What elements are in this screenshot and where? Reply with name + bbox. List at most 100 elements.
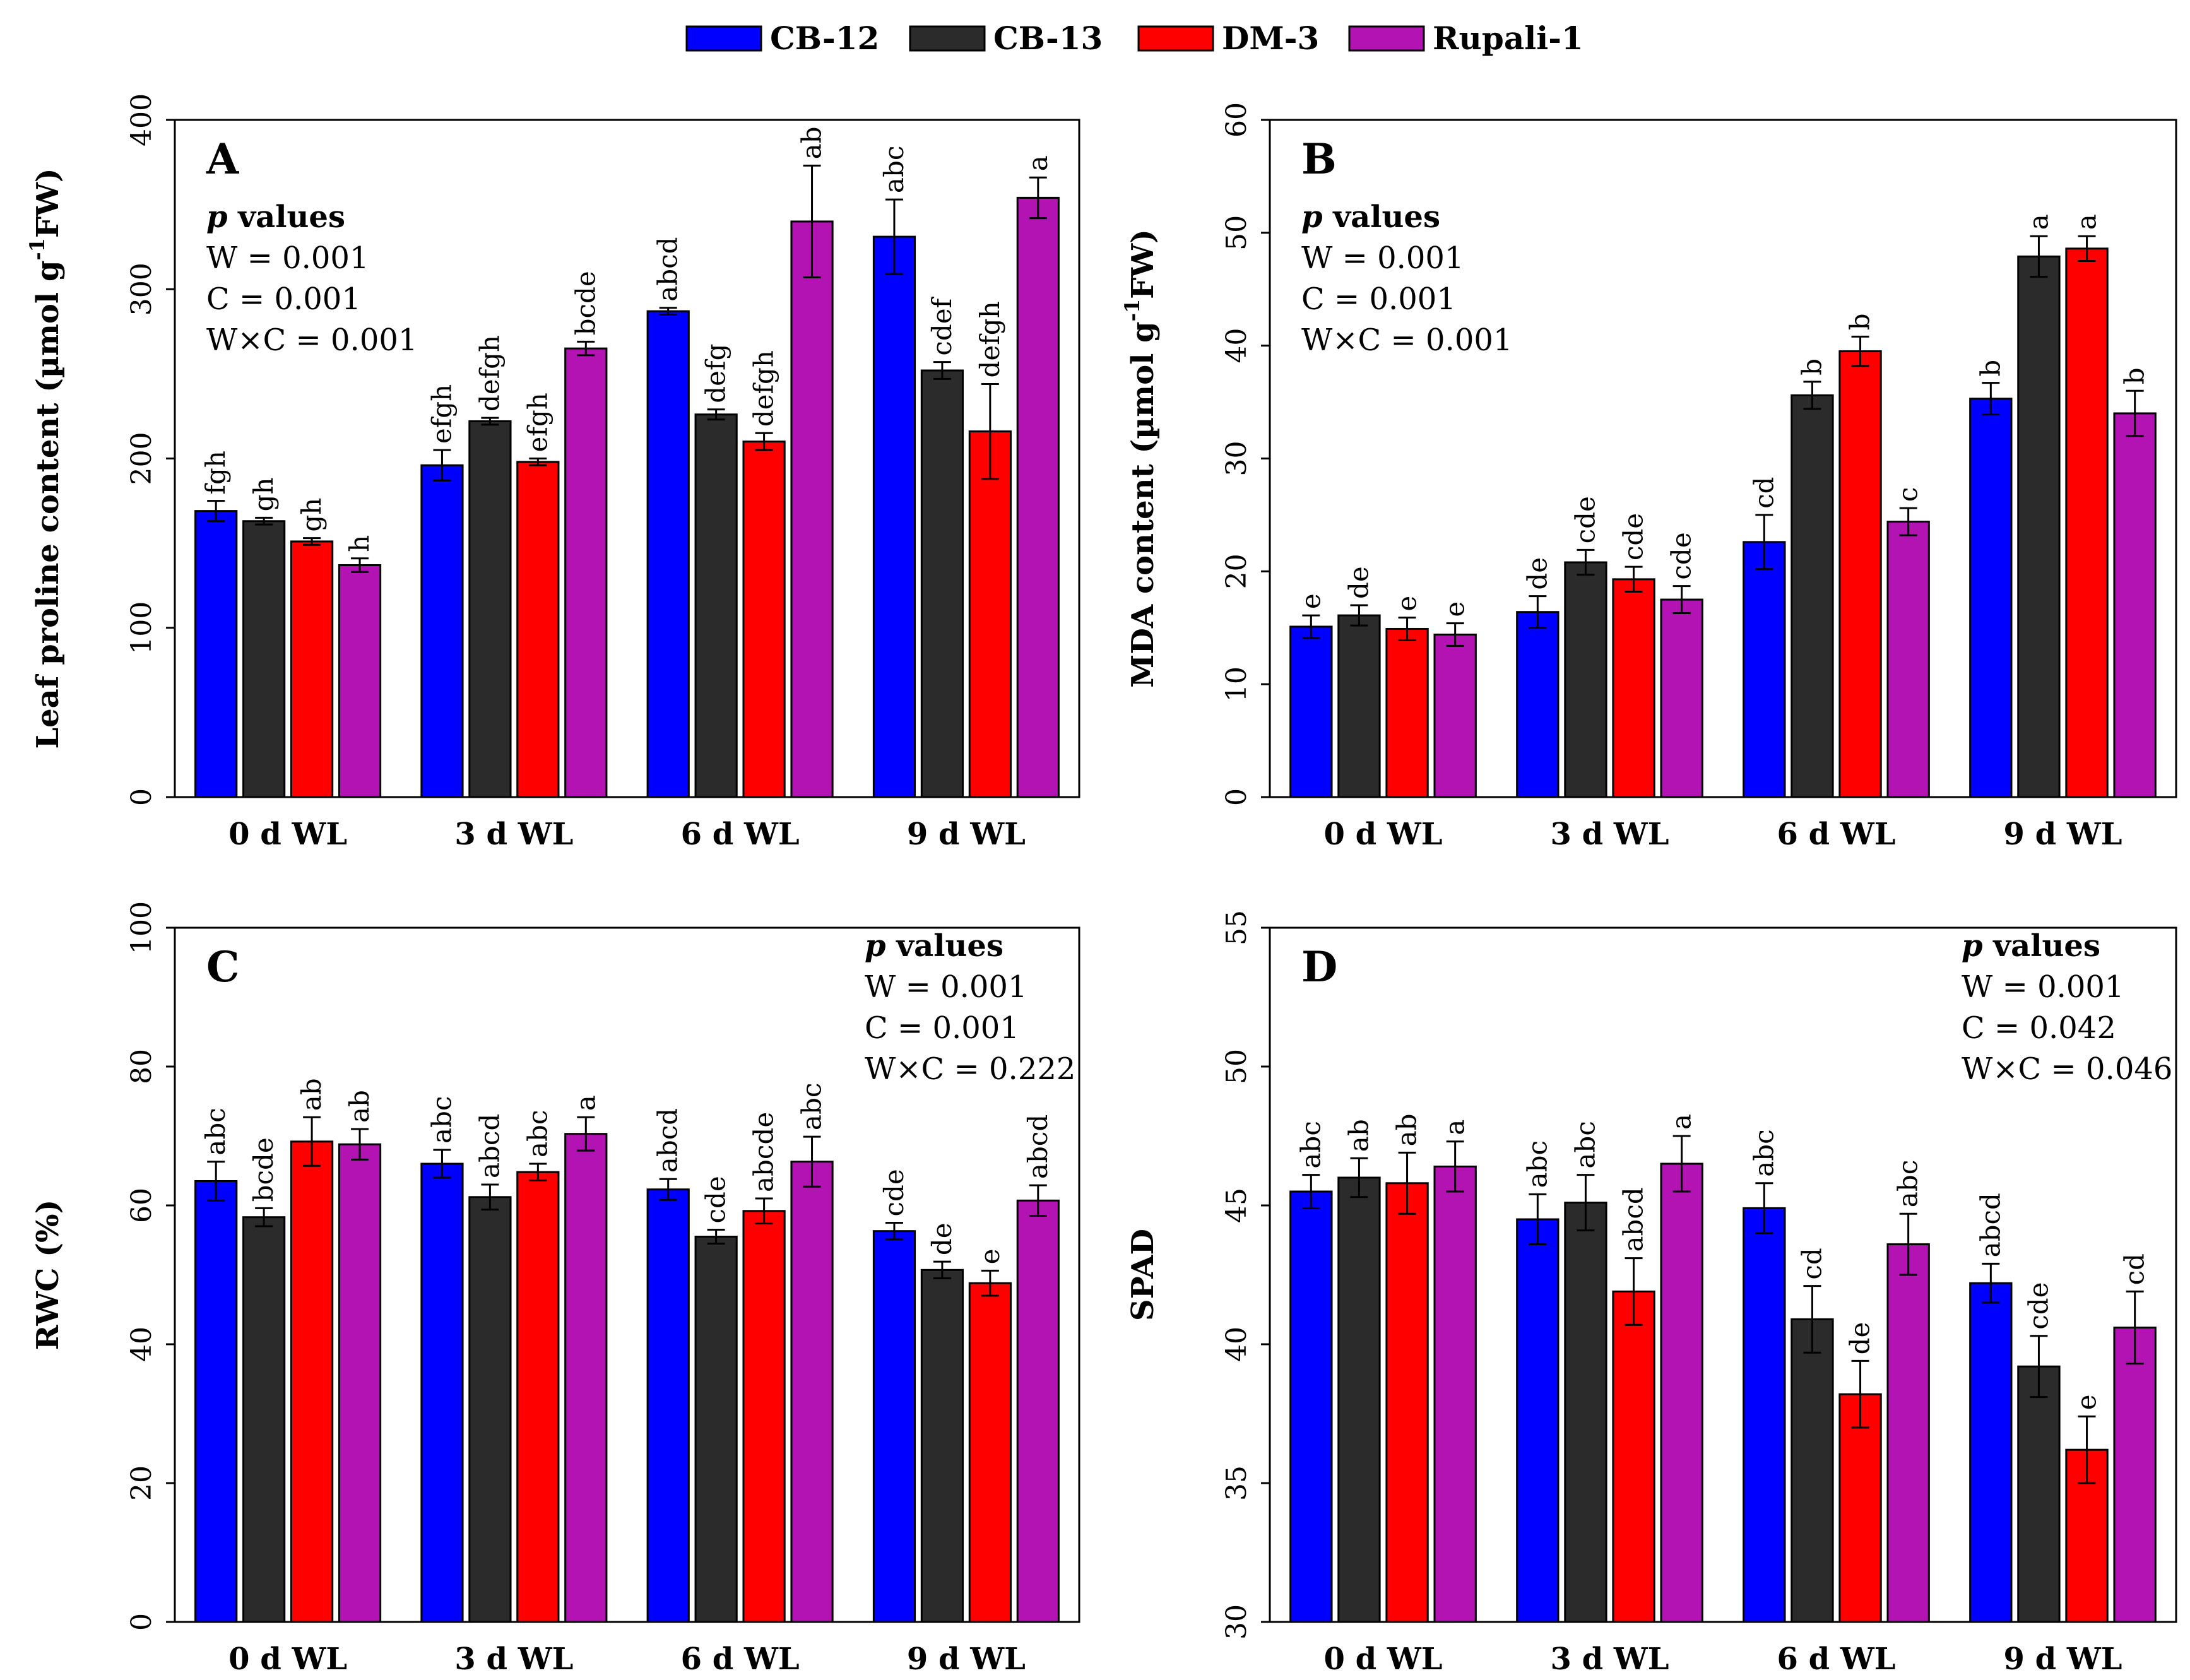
y-axis-title-main: RWC (%) [30, 1200, 66, 1351]
p-italic: p [1962, 928, 1983, 964]
bar [1743, 1207, 1786, 1623]
p-value-line: W = 0.001 [206, 240, 369, 276]
p-italic: p [1301, 199, 1323, 235]
legend-label: DM-3 [1222, 20, 1319, 57]
y-tick-label: 80 [126, 1049, 158, 1084]
significance-letter: cd [1796, 1248, 1827, 1279]
p-value-line: W = 0.001 [865, 969, 1027, 1005]
p-value-line: C = 0.001 [1301, 281, 1456, 317]
legend-label: Rupali-1 [1433, 20, 1583, 57]
bar [1838, 350, 1882, 798]
significance-letter: cde [2023, 1282, 2054, 1330]
bar [1016, 1199, 1060, 1623]
bar [290, 540, 334, 798]
y-tick-label: 30 [1221, 1604, 1253, 1640]
bar [420, 1162, 464, 1623]
panel-letter: C [206, 942, 240, 991]
significance-letter: defgh [749, 350, 779, 427]
bar [694, 1236, 738, 1623]
significance-letter: abc [796, 1083, 827, 1130]
significance-letter: h [344, 535, 375, 552]
significance-letter: cd [2119, 1253, 2150, 1285]
bar [1337, 614, 1381, 798]
y-tick-label: 100 [126, 901, 158, 954]
bar [1337, 1176, 1381, 1623]
bar [1289, 1190, 1333, 1623]
significance-letter: c [1893, 487, 1924, 502]
y-tick-label: 20 [126, 1465, 158, 1501]
bar [1743, 541, 1786, 798]
significance-letter: b [1845, 313, 1876, 330]
p-values-word: values [886, 928, 1003, 964]
bar [468, 420, 512, 798]
significance-letter: abcd [653, 237, 684, 301]
legend-swatch [1348, 25, 1425, 52]
p-value-line: W×C = 0.222 [865, 1051, 1075, 1087]
significance-letter: cde [879, 1169, 909, 1216]
significance-letter: abcd [1618, 1187, 1649, 1251]
bar [338, 1143, 382, 1623]
significance-letter: gh [248, 477, 279, 511]
y-tick-label: 60 [1221, 102, 1253, 138]
bar [920, 1269, 964, 1623]
significance-letter: bcde [248, 1137, 279, 1202]
significance-letter: b [1796, 358, 1827, 376]
significance-letter: efgh [426, 384, 457, 444]
legend-swatch [909, 25, 986, 52]
bar [968, 430, 1012, 798]
x-category-label: 6 d WL [1777, 1642, 1895, 1677]
x-category-label: 6 d WL [681, 1642, 800, 1677]
p-values-heading: p values [1301, 199, 1440, 235]
y-tick-label: 0 [1221, 788, 1253, 806]
y-tick-label: 400 [126, 93, 158, 146]
p-values-word: values [228, 199, 345, 235]
y-tick-label: 50 [1221, 215, 1253, 251]
significance-letter: abcd [653, 1108, 684, 1173]
significance-letter: defgh [474, 335, 505, 411]
significance-letter: a [570, 1095, 601, 1111]
p-values-heading: p values [206, 199, 345, 235]
significance-letter: abc [1748, 1129, 1779, 1176]
y-tick-label: 45 [1221, 1188, 1253, 1223]
legend-item: DM-3 [1137, 20, 1319, 57]
x-category-label: 0 d WL [1323, 1642, 1442, 1677]
bar [1564, 1202, 1607, 1623]
p-value-line: W×C = 0.001 [206, 322, 417, 358]
x-category-label: 3 d WL [454, 1642, 573, 1677]
p-value-line: C = 0.001 [865, 1010, 1019, 1046]
x-category-label: 3 d WL [1550, 817, 1669, 852]
significance-letter: abcd [1022, 1115, 1053, 1179]
bar [2065, 247, 2109, 798]
x-category-label: 0 d WL [228, 1642, 347, 1677]
legend-label: CB-13 [993, 20, 1103, 57]
legend: CB-12 CB-13 DM-3 Rupali-1 [685, 20, 1583, 57]
legend-swatch [685, 25, 762, 52]
bar [790, 1161, 834, 1623]
bar [1612, 578, 1655, 798]
bar [1969, 398, 2013, 798]
significance-letter: a [1022, 155, 1053, 171]
p-value-line: W = 0.001 [1962, 969, 2124, 1005]
bar [194, 1180, 238, 1623]
bar [872, 235, 916, 798]
y-tick-label: 30 [1221, 441, 1253, 476]
bar [742, 441, 786, 798]
significance-letter: abc [1522, 1140, 1553, 1188]
bar [516, 1171, 560, 1623]
y-tick-label: 0 [126, 1613, 158, 1631]
y-axis-title: SPAD [1125, 1229, 1161, 1321]
bar [790, 220, 834, 798]
x-category-label: 6 d WL [1777, 817, 1895, 852]
significance-letter: abc [1570, 1121, 1601, 1168]
bar [2113, 412, 2157, 798]
significance-letter: cde [1666, 532, 1697, 579]
bar [1838, 1393, 1882, 1623]
bar [742, 1210, 786, 1623]
significance-letter: cd [1748, 476, 1779, 508]
x-category-label: 0 d WL [1323, 817, 1442, 852]
significance-letter: b [2119, 367, 2150, 384]
legend-item: CB-13 [909, 20, 1103, 57]
x-category-label: 9 d WL [907, 817, 1026, 852]
y-tick-label: 35 [1221, 1465, 1253, 1501]
